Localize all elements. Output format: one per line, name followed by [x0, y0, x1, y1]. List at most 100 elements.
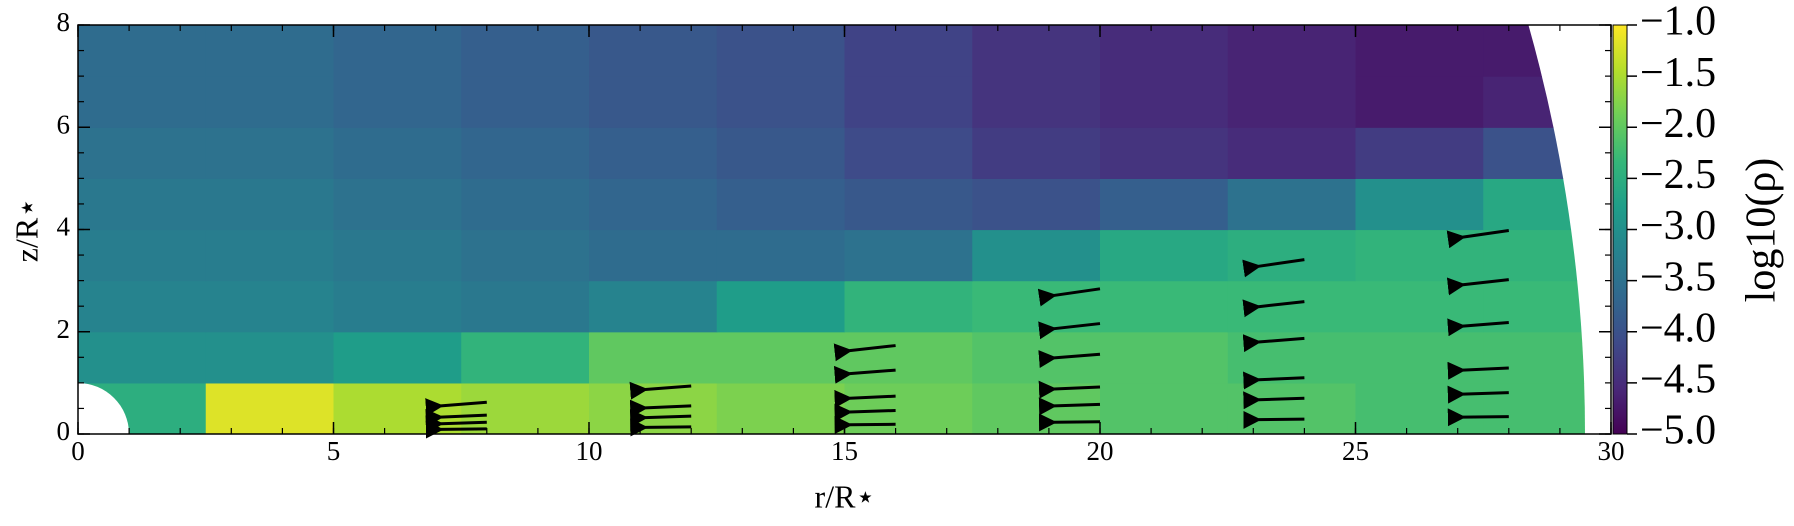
heat-cell — [1483, 25, 1585, 77]
heat-cell — [205, 331, 335, 384]
arrow — [1038, 380, 1101, 399]
heat-cell — [716, 178, 846, 231]
heat-cell — [461, 178, 590, 231]
heat-cell — [205, 229, 335, 282]
heat-cell — [1100, 127, 1229, 179]
heat-cell — [589, 229, 718, 282]
x-tick-label: 10 — [576, 436, 603, 466]
heat-cell — [205, 76, 335, 128]
heat-cell — [716, 331, 846, 384]
heat-cell — [333, 229, 462, 282]
heat-cell — [589, 76, 718, 128]
y-tick-label: 6 — [57, 109, 71, 139]
heat-cell — [589, 178, 718, 231]
arrow — [833, 365, 896, 384]
heat-cell — [972, 280, 1101, 333]
heat-cell — [716, 229, 846, 282]
heat-cell — [1355, 25, 1484, 77]
y-tick-label: 2 — [57, 314, 71, 344]
arrow — [833, 343, 896, 362]
arrow — [1243, 371, 1305, 390]
heat-cell — [333, 25, 462, 77]
colorbar-tick-label: −2.0 — [1640, 101, 1716, 147]
arrow — [834, 415, 896, 434]
heat-cell — [972, 25, 1101, 77]
arrow — [425, 415, 487, 434]
x-tick-label: 30 — [1598, 436, 1625, 466]
heat-cell — [1483, 382, 1585, 434]
heat-cell — [205, 382, 335, 434]
heat-cell — [1100, 382, 1229, 434]
heat-cell — [1227, 76, 1357, 128]
colorbar-tick-label: −4.5 — [1640, 357, 1716, 403]
heat-cell — [1483, 280, 1585, 333]
colorbar-tick-label: −3.0 — [1640, 203, 1716, 249]
heat-cell — [78, 178, 207, 231]
heat-cell — [589, 280, 718, 333]
heat-cell — [1483, 331, 1585, 384]
heat-cell — [1227, 178, 1357, 231]
heat-cell — [716, 25, 846, 77]
heat-cell — [1227, 229, 1357, 282]
arrow — [1038, 397, 1101, 416]
heat-cell — [1355, 76, 1484, 128]
heat-cell — [461, 280, 590, 333]
y-tick-label: 8 — [57, 7, 71, 37]
heat-cell — [1355, 382, 1484, 434]
heat-cell — [1100, 331, 1229, 384]
x-tick-label: 5 — [327, 436, 341, 466]
heat-cell — [78, 280, 207, 333]
heat-cell — [589, 127, 718, 179]
arrow — [1243, 410, 1305, 429]
x-axis-label: r/R⋆ — [815, 478, 876, 514]
heat-cell — [1483, 76, 1585, 128]
x-tick-label: 0 — [71, 436, 85, 466]
heat-cell — [1483, 229, 1585, 282]
heat-cell — [972, 178, 1101, 231]
arrow — [1447, 318, 1509, 337]
colorbar-tick-label: −1.0 — [1640, 0, 1716, 45]
heat-cell — [589, 331, 718, 384]
arrow — [1242, 299, 1305, 318]
heat-cell — [1100, 280, 1229, 333]
heat-cell — [333, 127, 462, 179]
heat-cell — [1227, 25, 1357, 77]
y-tick-label: 0 — [57, 416, 71, 446]
arrow — [834, 403, 896, 422]
x-tick-label: 15 — [831, 436, 858, 466]
heat-cell — [1483, 178, 1585, 231]
arrow — [1037, 287, 1101, 307]
heat-cell — [205, 178, 335, 231]
heat-cell — [205, 127, 335, 179]
heat-cell — [1227, 280, 1357, 333]
heat-cell — [461, 229, 590, 282]
heat-cell — [461, 25, 590, 77]
heat-cell — [333, 280, 462, 333]
heat-cell — [844, 25, 973, 77]
heat-cell — [844, 178, 973, 231]
heat-cell — [78, 229, 207, 282]
heat-cell — [972, 382, 1101, 434]
heat-cell — [461, 127, 590, 179]
y-tick-label: 4 — [57, 212, 71, 242]
arrow — [1447, 361, 1509, 380]
arrow — [1242, 258, 1305, 278]
heat-cell — [205, 25, 335, 77]
heat-cell — [78, 76, 207, 128]
heat-cell — [333, 76, 462, 128]
heatmap — [78, 25, 1585, 434]
x-tick-label: 25 — [1342, 436, 1369, 466]
heat-cell — [844, 382, 973, 434]
heat-cell — [333, 382, 462, 434]
y-axis-label: z/R⋆ — [8, 198, 44, 262]
arrow — [630, 418, 692, 437]
arrow — [425, 398, 487, 417]
heat-cell — [1483, 127, 1585, 179]
heat-cell — [844, 229, 973, 282]
heat-cell — [461, 76, 590, 128]
heat-cell — [716, 280, 846, 333]
heat-cell — [1100, 178, 1229, 231]
arrow — [1447, 385, 1509, 404]
colorbar-tick-label: −5.0 — [1640, 408, 1716, 454]
heat-cell — [716, 382, 846, 434]
